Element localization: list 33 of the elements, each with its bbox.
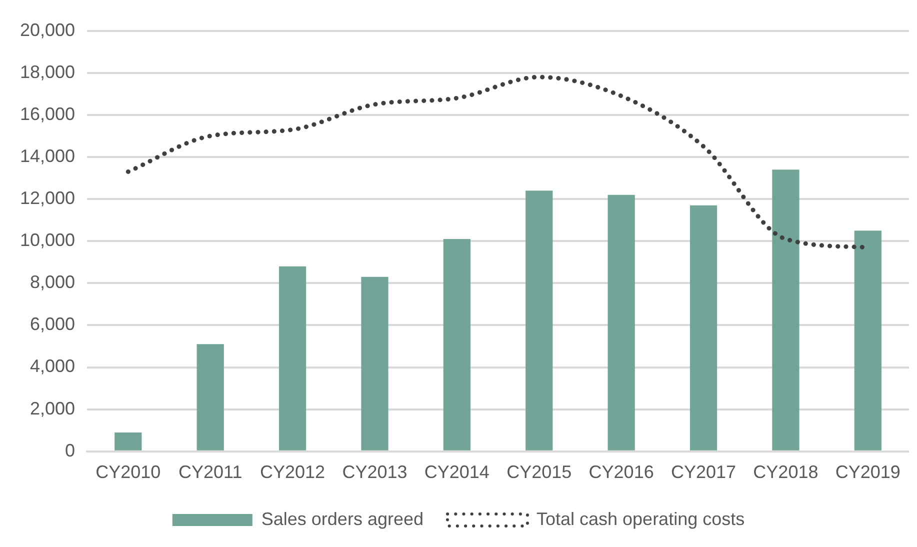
x-tick-label: CY2016 xyxy=(588,462,654,482)
y-tick-label: 20,000 xyxy=(20,20,76,40)
x-tick-label: CY2017 xyxy=(670,462,736,482)
x-tick-label: CY2010 xyxy=(96,462,161,482)
y-tick-label: 18,000 xyxy=(20,62,76,82)
x-tick-label: CY2012 xyxy=(260,462,326,482)
x-tick-label: CY2019 xyxy=(835,462,900,482)
bar xyxy=(608,194,635,450)
y-tick-label: 2,000 xyxy=(30,398,76,418)
bar xyxy=(690,205,718,450)
x-tick-label: CY2015 xyxy=(506,462,572,482)
bar xyxy=(772,170,800,450)
y-tick-label: 8,000 xyxy=(30,272,76,292)
y-tick-label: 16,000 xyxy=(20,104,76,124)
bar xyxy=(526,190,553,450)
y-tick-label: 4,000 xyxy=(30,356,76,376)
y-tick-label: 6,000 xyxy=(30,314,76,334)
y-tick-label: 12,000 xyxy=(20,188,76,208)
y-tick-label: 14,000 xyxy=(20,146,76,166)
y-tick-label: 10,000 xyxy=(20,230,76,250)
x-tick-label: CY2013 xyxy=(342,462,408,482)
x-tick-label: CY2011 xyxy=(178,462,242,482)
bar xyxy=(854,230,882,450)
x-tick-label: CY2014 xyxy=(424,462,490,482)
bar xyxy=(196,344,224,450)
x-tick-label: CY2018 xyxy=(753,462,818,482)
bar xyxy=(361,276,388,450)
legend-label: Total cash operating costs xyxy=(536,508,745,529)
bar xyxy=(443,238,470,450)
y-tick-label: 0 xyxy=(65,440,76,460)
bar xyxy=(114,432,142,450)
legend-label: Sales orders agreed xyxy=(261,508,424,529)
bar xyxy=(278,266,306,450)
